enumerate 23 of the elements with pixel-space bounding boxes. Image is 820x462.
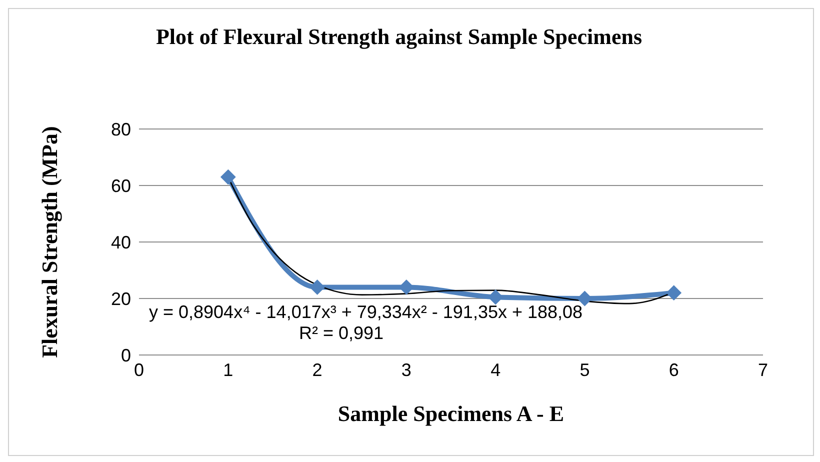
x-tick-label: 4 (490, 360, 501, 380)
point (220, 170, 236, 185)
annotation: y = 0,8904x⁴ - 14,017x³ + 79,334x² - 191,35x + 188,08 (149, 302, 583, 323)
x-tick-label: 2 (312, 360, 322, 380)
x-tick-label: 5 (580, 360, 590, 380)
point (310, 280, 325, 295)
x-tick-label: 3 (401, 360, 412, 380)
x-tick-label: 6 (668, 360, 679, 380)
x-axis-title: Sample Specimens A - E (338, 401, 564, 426)
y-tick-label: 20 (110, 288, 131, 309)
y-axis-title: Flexural Strength (MPa) (36, 126, 62, 358)
annotation: R² = 0,991 (299, 323, 384, 344)
y-tick-label: 40 (110, 232, 131, 252)
x-tick-label: 1 (223, 360, 234, 380)
y-tick-label: 80 (110, 119, 131, 140)
point (577, 291, 592, 306)
x-tick-label: 0 (134, 360, 144, 380)
chart-title: Plot of Flexural Strength against Sample Specimens (154, 23, 644, 50)
point (666, 285, 682, 300)
y-tick-label: 60 (110, 176, 131, 196)
y-tick-label: 0 (120, 345, 131, 366)
point (488, 290, 504, 305)
x-tick-label: 7 (758, 360, 768, 380)
